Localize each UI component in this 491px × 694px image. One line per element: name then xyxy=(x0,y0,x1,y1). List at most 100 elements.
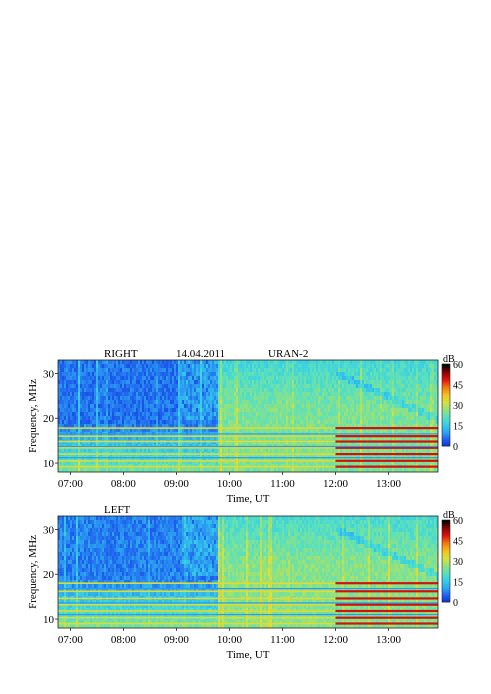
heatmap-cell xyxy=(322,412,325,417)
heatmap-cell xyxy=(402,424,405,429)
heatmap-cell xyxy=(108,380,111,385)
heatmap-cell xyxy=(170,428,173,433)
heatmap-cell xyxy=(406,400,409,405)
heatmap-cell xyxy=(136,380,139,385)
heatmap-cell xyxy=(106,384,109,389)
heatmap-cell xyxy=(142,416,145,421)
heatmap-cell xyxy=(94,392,97,397)
heatmap-cell xyxy=(348,388,351,393)
heatmap-cell xyxy=(136,384,139,389)
heatmap-cell xyxy=(210,396,213,401)
heatmap-cell xyxy=(116,436,119,441)
heatmap-cell xyxy=(208,448,211,453)
heatmap-cell xyxy=(412,368,415,373)
heatmap-cell xyxy=(184,436,187,441)
heatmap-cell xyxy=(260,388,263,393)
heatmap-cell xyxy=(204,428,207,433)
heatmap-cell xyxy=(324,424,327,429)
heatmap-cell xyxy=(292,448,295,453)
heatmap-cell xyxy=(138,408,141,413)
heatmap-cell xyxy=(368,372,371,377)
heatmap-cell xyxy=(172,396,175,401)
heatmap-cell xyxy=(88,388,91,393)
heatmap-cell xyxy=(156,396,159,401)
heatmap-cell xyxy=(268,372,271,377)
heatmap-cell xyxy=(212,428,215,433)
heatmap-cell xyxy=(186,412,189,417)
heatmap-cell xyxy=(154,412,157,417)
heatmap-cell xyxy=(62,368,65,373)
heatmap-cell xyxy=(250,384,253,389)
heatmap-cell xyxy=(280,384,283,389)
heatmap-cell xyxy=(152,384,155,389)
heatmap-cell xyxy=(320,468,323,473)
heatmap-cell xyxy=(234,460,237,465)
heatmap-cell xyxy=(114,412,117,417)
heatmap-cell xyxy=(258,420,261,425)
heatmap-cell xyxy=(396,436,399,441)
heatmap-cell xyxy=(248,388,251,393)
heatmap-cell xyxy=(162,380,165,385)
heatmap-cell xyxy=(352,448,355,453)
heatmap-cell xyxy=(122,400,125,405)
heatmap-cell xyxy=(344,468,347,473)
heatmap-cell xyxy=(226,416,229,421)
heatmap-cell xyxy=(318,424,321,429)
heatmap-cell xyxy=(292,360,295,365)
heatmap-cell xyxy=(328,364,331,369)
heatmap-cell xyxy=(210,428,213,433)
heatmap-cell xyxy=(338,428,341,433)
heatmap-cell xyxy=(162,468,165,473)
heatmap-cell xyxy=(284,416,287,421)
heatmap-cell xyxy=(196,360,199,365)
heatmap-cell xyxy=(122,392,125,397)
heatmap-cell xyxy=(224,428,227,433)
heatmap-cell xyxy=(350,384,353,389)
heatmap-cell xyxy=(368,396,371,401)
heatmap-cell xyxy=(130,460,133,465)
heatmap-cell xyxy=(368,404,371,409)
heatmap-cell xyxy=(376,448,379,453)
heatmap-cell xyxy=(392,404,395,409)
heatmap-cell xyxy=(178,368,181,373)
heatmap-cell xyxy=(146,408,149,413)
heatmap-cell xyxy=(94,380,97,385)
heatmap-cell xyxy=(412,396,415,401)
heatmap-cell xyxy=(96,364,99,369)
heatmap-cell xyxy=(218,420,221,425)
heatmap-cell xyxy=(58,396,61,401)
heatmap-cell xyxy=(74,468,77,473)
heatmap-cell xyxy=(298,408,301,413)
heatmap-cell xyxy=(94,408,97,413)
heatmap-cell xyxy=(326,400,329,405)
heatmap-cell xyxy=(70,428,73,433)
heatmap-cell xyxy=(208,460,211,465)
heatmap-cell xyxy=(382,372,385,377)
heatmap-cell xyxy=(336,400,339,405)
heatmap-cell xyxy=(366,412,369,417)
heatmap-cell xyxy=(268,388,271,393)
heatmap-cell xyxy=(262,424,265,429)
heatmap-cell xyxy=(110,380,113,385)
heatmap-cell xyxy=(76,408,79,413)
heatmap-cell xyxy=(364,436,367,441)
heatmap-cell xyxy=(264,364,267,369)
heatmap-cell xyxy=(82,404,85,409)
heatmap-cell xyxy=(146,368,149,373)
heatmap-cell xyxy=(104,424,107,429)
heatmap-cell xyxy=(66,404,69,409)
heatmap-cell xyxy=(186,364,189,369)
heatmap-cell xyxy=(60,380,63,385)
heatmap-cell xyxy=(380,460,383,465)
heatmap-cell xyxy=(272,360,275,365)
heatmap-cell xyxy=(104,384,107,389)
heatmap-cell xyxy=(212,408,215,413)
heatmap-cell xyxy=(132,400,135,405)
heatmap-cell xyxy=(238,372,241,377)
heatmap-cell xyxy=(326,408,329,413)
heatmap-cell xyxy=(100,460,103,465)
heatmap-cell xyxy=(272,364,275,369)
heatmap-cell xyxy=(266,424,269,429)
heatmap-cell xyxy=(174,428,177,433)
heatmap-cell xyxy=(388,424,391,429)
